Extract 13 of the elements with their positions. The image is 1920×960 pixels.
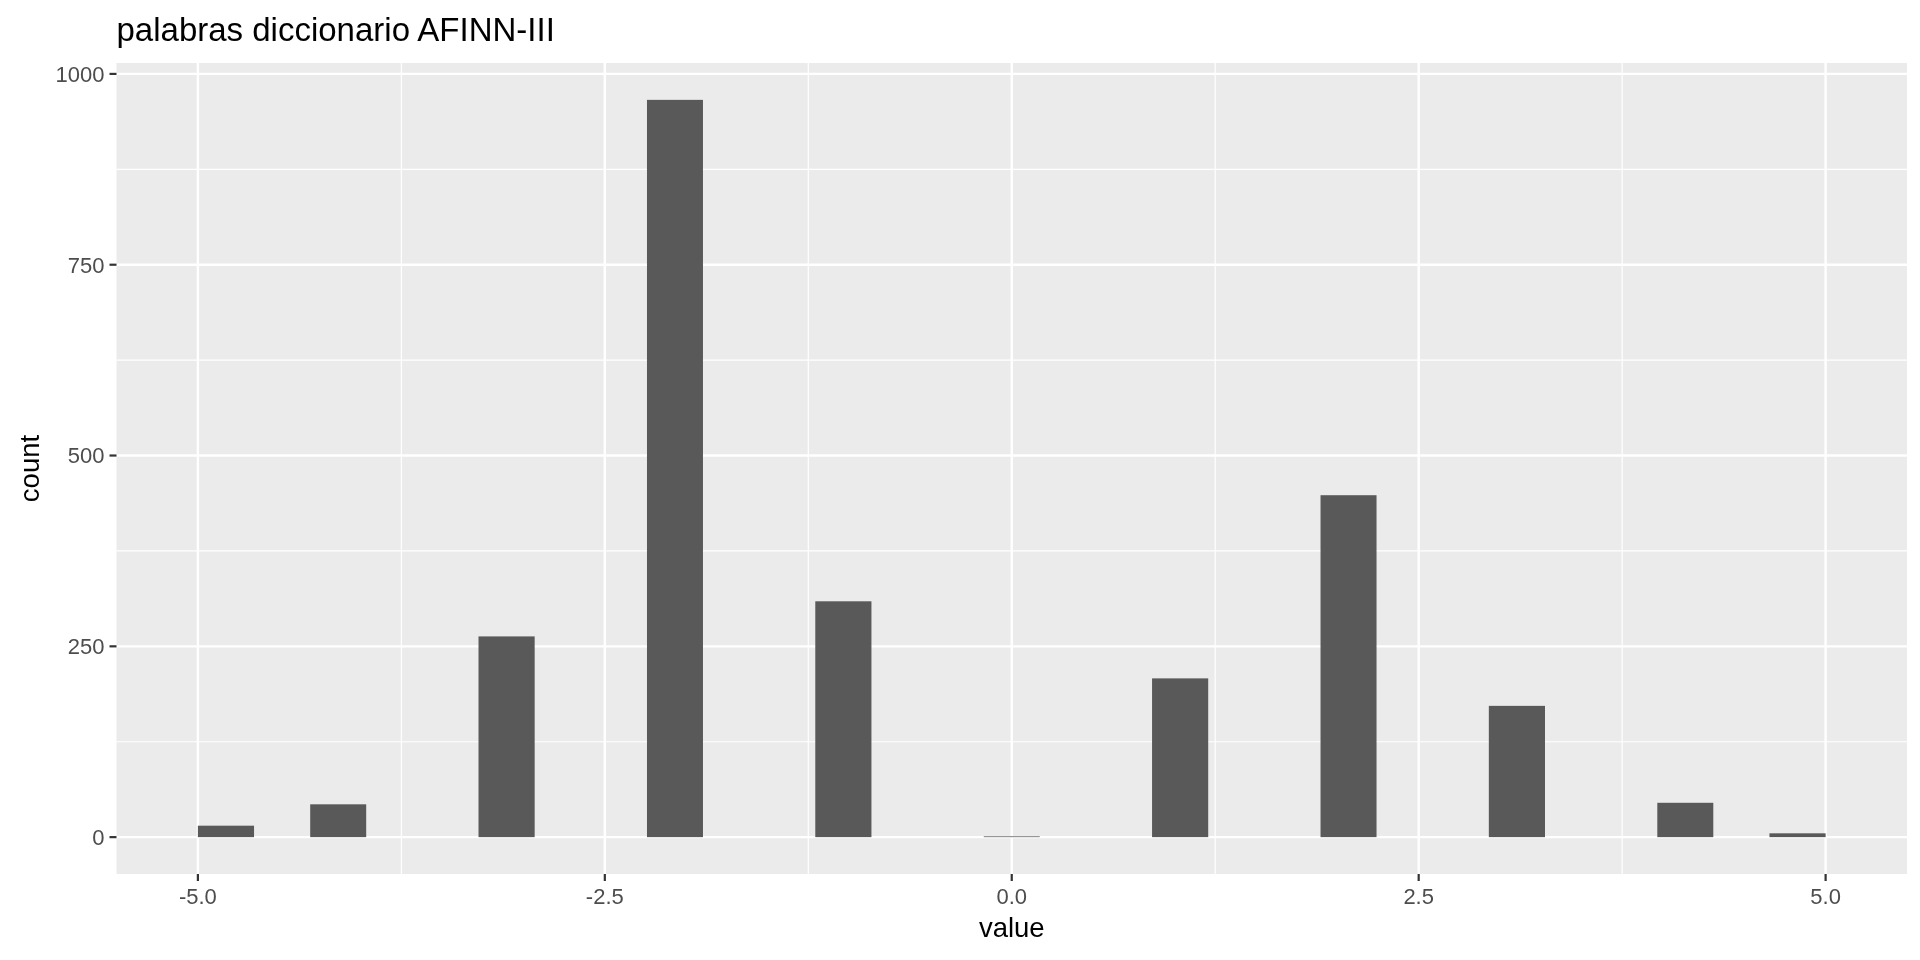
x-tick-label: -2.5 [585,884,624,909]
y-tick-label: 750 [67,252,105,278]
y-tick-label: 250 [67,634,105,660]
x-tick-label: 0.0 [996,884,1028,909]
y-tick-label: 1000 [55,61,105,87]
chart-title: palabras diccionario AFINN-III [116,11,555,48]
x-axis-title: value [978,912,1045,943]
y-tick-label: 0 [92,825,105,851]
x-tick-label: 5.0 [1810,884,1841,909]
y-tick-label: 500 [67,443,105,469]
y-axis-title: count [14,434,45,503]
x-tick-label: 2.5 [1403,884,1434,909]
x-tick-label: -5.0 [178,884,217,909]
